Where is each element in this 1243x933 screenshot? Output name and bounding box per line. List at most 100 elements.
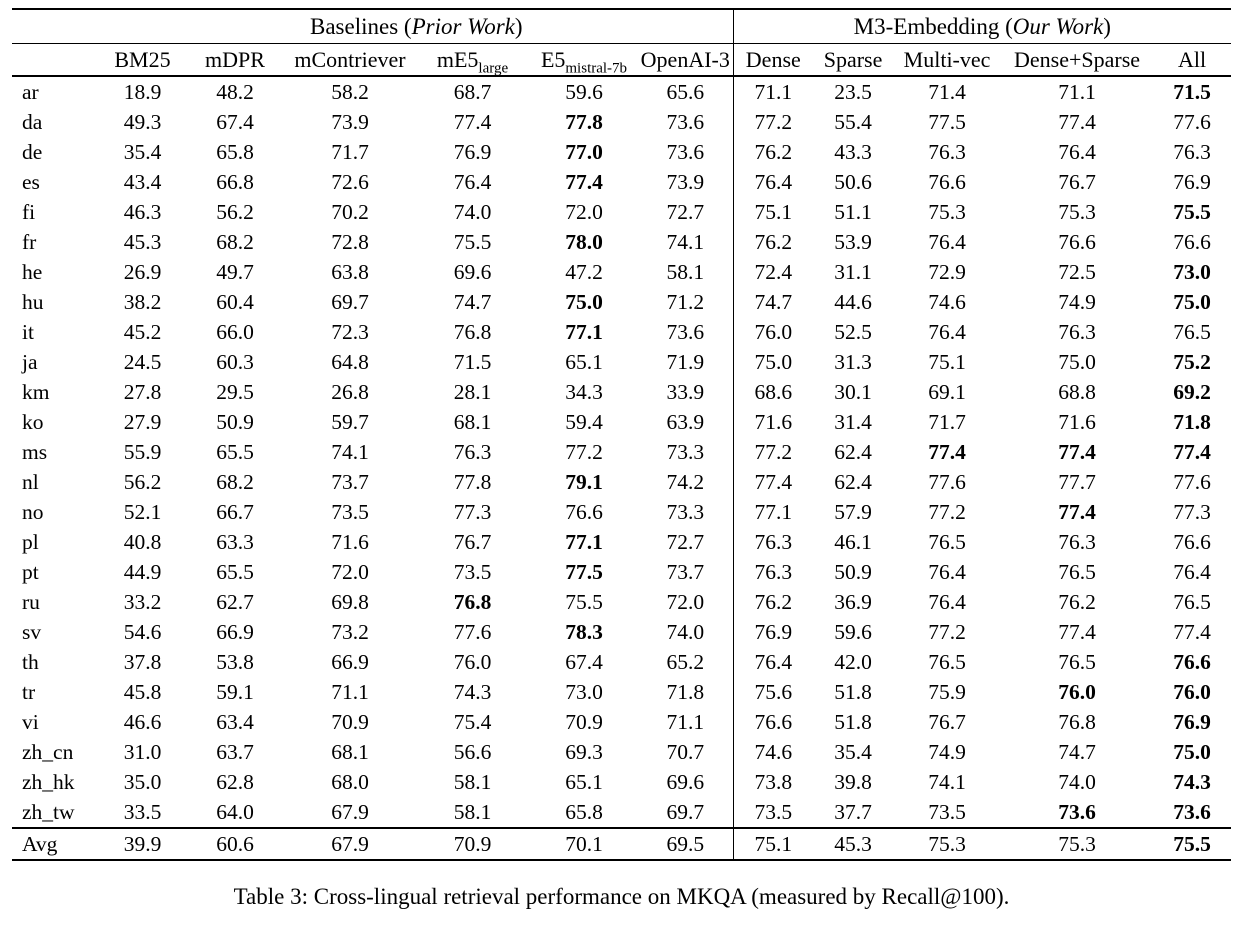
score-cell: 75.9 (928, 679, 966, 704)
score-cell: 74.7 (1058, 739, 1096, 764)
score-cell: 71.8 (666, 679, 705, 704)
score-cell: 63.3 (216, 529, 254, 554)
score-cell: 76.2 (732, 227, 814, 257)
score-cell: 37.7 (834, 799, 872, 824)
score-cell: 72.4 (732, 257, 814, 287)
score-cell: 54.6 (123, 619, 162, 644)
score-cell: 77.6 (928, 469, 966, 494)
score-cell: 73.0 (1173, 259, 1211, 284)
score-cell: 58.1 (453, 769, 492, 794)
score-cell: 71.1 (732, 76, 814, 107)
score-cell: 72.0 (666, 589, 705, 614)
score-cell: 65.5 (216, 439, 254, 464)
column-header-multi-vec: Multi-vec (893, 43, 1002, 77)
score-cell: 73.6 (1173, 799, 1211, 824)
score-cell: 74.1 (666, 229, 705, 254)
score-cell: 74.6 (732, 737, 814, 767)
score-cell: 76.3 (732, 527, 814, 557)
score-cell: 71.5 (453, 349, 492, 374)
score-cell: 74.3 (453, 679, 492, 704)
score-cell: 72.0 (331, 559, 369, 584)
score-cell: 46.1 (834, 529, 872, 554)
score-cell: 26.8 (331, 379, 369, 404)
score-cell: 47.2 (565, 259, 603, 284)
score-cell: 66.9 (216, 619, 254, 644)
score-cell: 76.5 (1058, 559, 1096, 584)
score-cell: 76.4 (453, 169, 492, 194)
table-row-de: de 35.4 65.8 71.7 76.9 77.0 73.6 76.2 43.3 76.3 76… (12, 137, 1231, 167)
score-cell: 75.1 (928, 349, 966, 374)
score-cell: 38.2 (123, 289, 162, 314)
column-header-openai-3: OpenAI-3 (638, 43, 734, 77)
score-cell: 24.5 (123, 349, 162, 374)
score-cell: 75.0 (565, 289, 603, 314)
score-cell: 72.7 (666, 529, 705, 554)
score-cell: 67.9 (331, 799, 369, 824)
score-cell: 43.4 (123, 169, 162, 194)
score-cell: 77.4 (1058, 619, 1096, 644)
score-cell: 71.1 (666, 709, 705, 734)
score-cell: 33.2 (123, 589, 162, 614)
score-cell: 68.7 (453, 79, 492, 104)
score-cell: 71.6 (732, 407, 814, 437)
score-cell: 40.8 (123, 529, 162, 554)
score-cell: 33.9 (666, 379, 705, 404)
score-cell: 77.2 (565, 439, 603, 464)
score-cell: 49.3 (123, 109, 162, 134)
score-cell: 64.8 (331, 349, 369, 374)
score-cell: 67.4 (565, 649, 603, 674)
score-cell: 69.7 (666, 799, 705, 824)
score-cell: 70.1 (530, 827, 638, 860)
score-cell: 73.2 (331, 619, 369, 644)
score-cell: 35.4 (834, 739, 872, 764)
score-cell: 76.5 (1173, 319, 1211, 344)
language-label: Avg (12, 827, 100, 860)
score-cell: 62.7 (216, 589, 254, 614)
score-cell: 64.0 (216, 799, 254, 824)
score-cell: 69.8 (331, 589, 369, 614)
table-row-hu: hu 38.2 60.4 69.7 74.7 75.0 71.2 74.7 44.6 74.6 74… (12, 287, 1231, 317)
score-cell: 66.7 (216, 499, 254, 524)
table-header: Baselines (Prior Work) M3-Embedding (Our … (12, 9, 1232, 77)
score-cell: 76.5 (1058, 649, 1096, 674)
score-cell: 75.2 (1173, 349, 1211, 374)
table-row-ru: ru 33.2 62.7 69.8 76.8 75.5 72.0 76.2 36.9 76.4 76… (12, 587, 1231, 617)
score-cell: 50.9 (216, 409, 254, 434)
score-cell: 66.8 (216, 169, 254, 194)
score-cell: 45.8 (123, 679, 162, 704)
language-label: es (22, 169, 40, 194)
score-cell: 29.5 (216, 379, 254, 404)
score-cell: 71.8 (1173, 409, 1211, 434)
score-cell: 50.9 (834, 559, 872, 584)
score-cell: 76.3 (1058, 319, 1096, 344)
score-cell: 77.7 (1058, 469, 1096, 494)
score-cell: 70.2 (331, 199, 369, 224)
score-cell: 73.3 (666, 439, 705, 464)
language-column-header (12, 43, 100, 77)
score-cell: 74.2 (666, 469, 705, 494)
score-cell: 77.4 (1058, 499, 1096, 524)
score-cell: 69.3 (565, 739, 603, 764)
table-row-ms: ms 55.9 65.5 74.1 76.3 77.2 73.3 77.2 62.4 77.4 77… (12, 437, 1231, 467)
group-header-baselines: Baselines (Prior Work) (100, 9, 734, 44)
score-cell: 77.6 (1173, 109, 1211, 134)
language-label: ja (22, 349, 38, 374)
score-cell: 27.9 (123, 409, 162, 434)
score-cell: 37.8 (123, 649, 162, 674)
score-cell: 46.3 (123, 199, 162, 224)
table-row-vi: vi 46.6 63.4 70.9 75.4 70.9 71.1 76.6 51.8 76.7 76… (12, 707, 1231, 737)
column-header-mcontriever: mContriever (285, 43, 415, 77)
score-cell: 73.0 (565, 679, 603, 704)
score-cell: 73.7 (666, 559, 705, 584)
score-cell: 74.3 (1173, 769, 1211, 794)
score-cell: 49.7 (216, 259, 254, 284)
score-cell: 77.4 (453, 109, 492, 134)
table-row-zh_tw: zh_tw 33.5 64.0 67.9 58.1 65.8 69.7 73.5 37.7 73.… (12, 797, 1231, 828)
score-cell: 74.7 (732, 287, 814, 317)
score-cell: 77.4 (565, 169, 603, 194)
score-cell: 76.3 (1173, 139, 1211, 164)
score-cell: 63.8 (331, 259, 369, 284)
column-header-bm25: BM25 (100, 43, 185, 77)
score-cell: 72.8 (331, 229, 369, 254)
table-row-zh_cn: zh_cn 31.0 63.7 68.1 56.6 69.3 70.7 74.6 35.4 74.… (12, 737, 1231, 767)
